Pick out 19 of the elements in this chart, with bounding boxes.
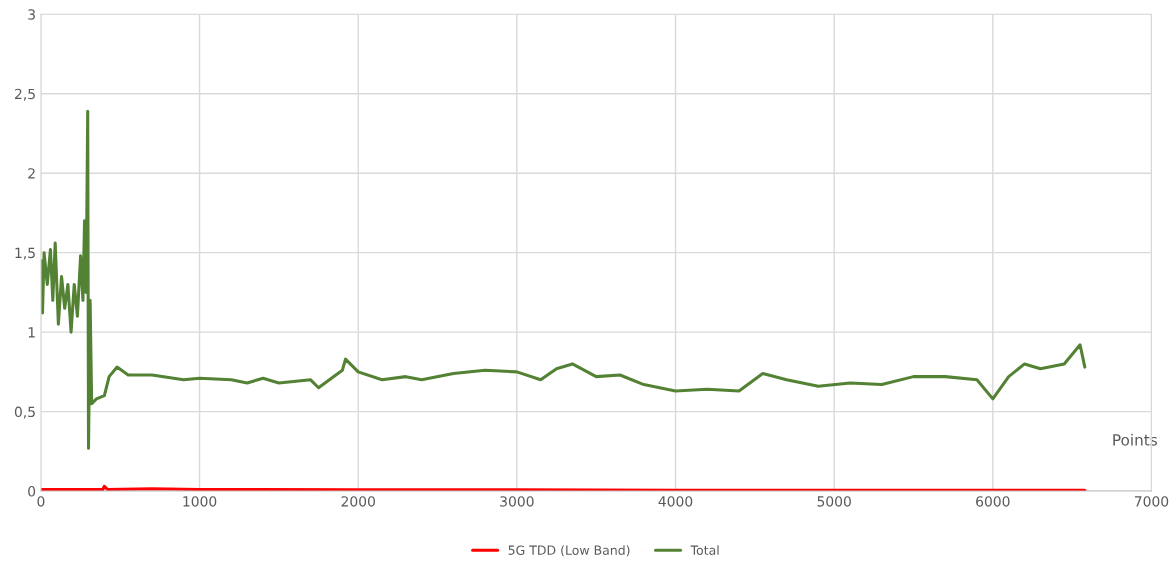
x-tick-label: 2000 [341, 496, 375, 507]
y-tick-label: 1 [28, 327, 35, 338]
x-axis-title: Points [1113, 433, 1157, 446]
x-tick-label: 4000 [658, 496, 693, 507]
x-tick-label: 5000 [817, 496, 851, 507]
y-tick-label: 3 [28, 9, 35, 20]
line-series [40, 109, 1087, 450]
y-tick-label: 0,5 [14, 406, 35, 419]
x-tick-label: 3000 [500, 496, 534, 507]
x-tick-label: 7000 [1134, 496, 1169, 507]
x-tick-label: 1000 [183, 496, 217, 507]
legend-label: Total [690, 545, 719, 555]
y-tick-label: 1,5 [15, 247, 35, 260]
y-tick-label: 2 [28, 168, 35, 179]
legend-label: 5G TDD (Low Band) [508, 545, 630, 557]
x-tick-label: 0 [37, 496, 45, 507]
y-tick-label: 0 [28, 486, 36, 497]
y-tick-label: 2,5 [14, 88, 35, 101]
x-tick-label: 6000 [976, 496, 1010, 507]
